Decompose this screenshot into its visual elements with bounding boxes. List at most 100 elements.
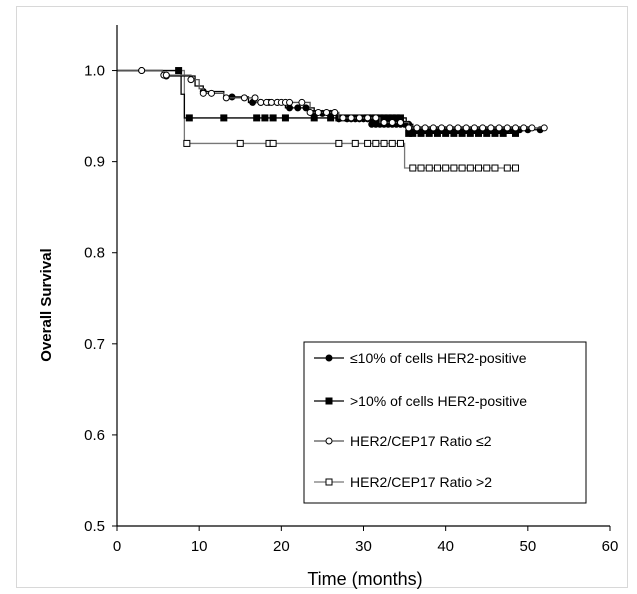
censor-marker (388, 118, 396, 126)
censor-marker (450, 164, 458, 172)
censor-marker (380, 139, 388, 147)
censor-marker (298, 98, 306, 106)
censor-marker (491, 164, 499, 172)
censor-marker (286, 98, 294, 106)
censor-marker (372, 114, 380, 122)
censor-marker (396, 139, 404, 147)
censor-marker (512, 124, 520, 132)
censor-marker (425, 164, 433, 172)
x-tick-label: 0 (113, 538, 121, 555)
censor-marker (351, 139, 359, 147)
censor-marker (503, 124, 511, 132)
x-tick-label: 40 (437, 538, 454, 555)
censor-marker (347, 114, 355, 122)
legend-marker (325, 354, 333, 362)
y-axis-title: Overall Survival (38, 248, 55, 361)
censor-marker (458, 164, 466, 172)
censor-marker (483, 164, 491, 172)
legend: ≤10% of cells HER2-positive >10% of cells… (303, 341, 587, 504)
y-tick-label: 0.9 (84, 154, 105, 171)
censor-marker (331, 108, 339, 116)
censor-marker (495, 124, 503, 132)
censor-marker (417, 164, 425, 172)
legend-label: HER2/CEP17 Ratio >2 (350, 474, 492, 490)
censor-marker (355, 114, 363, 122)
censor-marker (364, 114, 372, 122)
x-tick-label: 50 (519, 538, 536, 555)
censor-marker (162, 71, 170, 79)
curves-layer (117, 67, 548, 172)
survival-step-line (117, 69, 516, 135)
censor-marker (339, 114, 347, 122)
y-tick-label: 1.0 (84, 63, 105, 80)
censor-marker (528, 124, 536, 132)
censor-marker (306, 108, 314, 116)
censor-marker (396, 118, 404, 126)
censor-marker (466, 164, 474, 172)
legend-marker (325, 437, 333, 445)
censor-marker (236, 139, 244, 147)
censor-marker (520, 124, 528, 132)
censor-marker (183, 139, 191, 147)
censor-marker (380, 118, 388, 126)
x-tick-label: 30 (355, 538, 372, 555)
legend-label: HER2/CEP17 Ratio ≤2 (350, 433, 492, 449)
censor-marker (261, 114, 269, 122)
censor-marker (442, 164, 450, 172)
censor-marker (475, 164, 483, 172)
censor-marker (438, 124, 446, 132)
survival-step-line (117, 69, 516, 169)
censor-marker (429, 124, 437, 132)
censor-marker (462, 124, 470, 132)
censor-marker (405, 124, 413, 132)
censor-marker (487, 124, 495, 132)
censor-marker (253, 114, 261, 122)
censor-marker (433, 164, 441, 172)
x-axis-title: Time (months) (307, 569, 422, 589)
x-tick-label: 10 (191, 538, 208, 555)
censor-marker (409, 164, 417, 172)
censor-marker (269, 139, 277, 147)
censor-marker (281, 114, 289, 122)
censor-marker (512, 164, 520, 172)
censor-marker (220, 114, 228, 122)
censor-marker (257, 98, 265, 106)
axes-layer: 0.5 0.6 0.7 0.8 0.9 1.0 0 10 20 30 40 50 60 (84, 25, 618, 555)
censor-marker (269, 114, 277, 122)
series-group (117, 69, 520, 172)
y-tick-label: 0.7 (84, 336, 105, 353)
legend-marker (325, 478, 333, 486)
censor-marker (364, 139, 372, 147)
legend-box (303, 341, 587, 504)
censor-marker (294, 104, 302, 112)
censor-marker (503, 164, 511, 172)
censor-marker (251, 94, 259, 102)
censor-marker (421, 124, 429, 132)
censor-marker (314, 108, 322, 116)
censor-marker (199, 89, 207, 97)
censor-marker (240, 94, 248, 102)
censor-marker (540, 124, 548, 132)
y-tick-label: 0.8 (84, 245, 105, 262)
censor-marker (335, 139, 343, 147)
censor-marker (175, 67, 183, 75)
censor-marker (413, 124, 421, 132)
censor-marker (187, 76, 195, 84)
series-group (117, 67, 548, 132)
y-tick-label: 0.6 (84, 427, 105, 444)
censor-marker (323, 108, 331, 116)
censor-marker (267, 98, 275, 106)
y-tick-label: 0.5 (84, 518, 105, 535)
censor-marker (222, 94, 230, 102)
censor-marker (446, 124, 454, 132)
censor-marker (302, 104, 310, 112)
censor-marker (372, 139, 380, 147)
legend-label: ≤10% of cells HER2-positive (350, 350, 527, 366)
x-tick-label: 20 (273, 538, 290, 555)
censor-marker (470, 124, 478, 132)
censor-marker (479, 124, 487, 132)
legend-marker (325, 397, 333, 405)
censor-marker (185, 114, 193, 122)
censor-marker (454, 124, 462, 132)
